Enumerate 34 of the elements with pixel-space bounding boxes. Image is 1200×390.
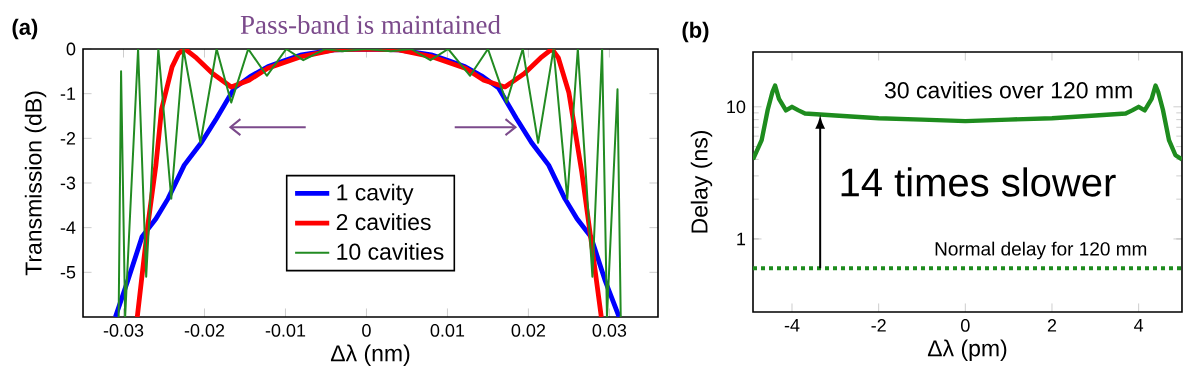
x-axis-title: Δλ (pm) <box>927 339 1007 361</box>
x-tick-label: 0 <box>961 319 970 332</box>
x-tick-label: -0.02 <box>184 324 225 337</box>
x-tick-label: 0.02 <box>511 324 546 337</box>
x-tick-label: 0 <box>362 324 371 337</box>
y-tick-label: -5 <box>60 266 76 279</box>
x-tick-label: 0.01 <box>430 324 465 337</box>
y-tick-label: -3 <box>60 176 76 190</box>
legend-label: 1 cavity <box>337 183 414 206</box>
series-label: 30 cavities over 120 mm <box>884 81 1132 99</box>
x-tick-label: 0.03 <box>592 324 627 337</box>
ref-line-label: Normal delay for 120 mm <box>935 241 1147 260</box>
annotation: 14 times slower <box>841 167 1116 197</box>
legend-label: 10 cavities <box>337 242 444 260</box>
x-tick-label: 2 <box>1047 319 1057 332</box>
x-tick-label: -0.03 <box>103 324 144 337</box>
text: (a) <box>12 18 38 40</box>
x-tick-label: 4 <box>1134 319 1144 332</box>
x-tick-label: -2 <box>871 319 886 332</box>
y-tick-label: -2 <box>60 132 76 145</box>
y-tick-label: 1 <box>737 232 746 246</box>
y-tick-label: -4 <box>60 221 76 234</box>
x-tick-label: -0.01 <box>265 324 306 337</box>
y-tick-label: -1 <box>60 87 76 100</box>
legend-label: 2 cavities <box>336 213 431 231</box>
x-axis-title: Δλ (nm) <box>330 344 410 366</box>
x-tick-label: -4 <box>784 319 800 332</box>
y-axis-title: Delay (ns) <box>690 131 713 233</box>
y-tick-label: 10 <box>727 100 746 114</box>
y-axis-title: Transmission (dB) <box>24 91 47 276</box>
line-series <box>753 83 1182 162</box>
y-tick-label: 0 <box>66 42 76 56</box>
text: (b) <box>682 21 709 43</box>
chart-title: Pass-band is maintained <box>240 14 501 34</box>
